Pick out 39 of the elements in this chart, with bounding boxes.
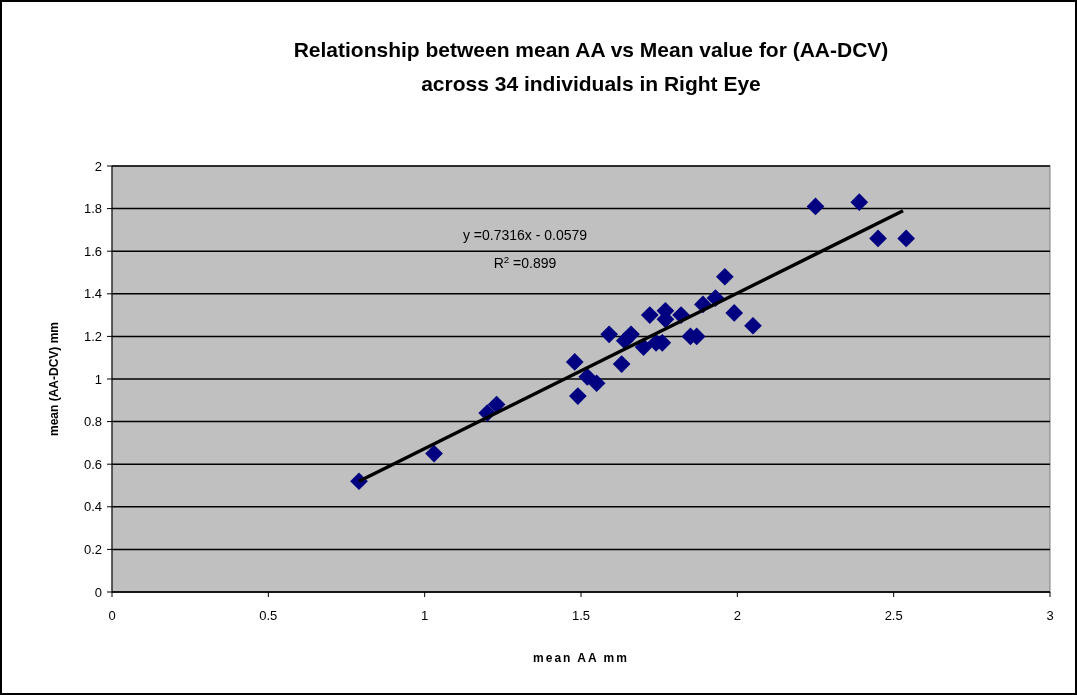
y-tick-label: 2 xyxy=(94,158,102,174)
y-tick-label: 1 xyxy=(94,371,102,387)
y-tick-label: 1.4 xyxy=(83,286,102,302)
point xyxy=(897,229,916,248)
y-tick-label: 0.4 xyxy=(83,499,102,515)
x-tick-label: 3 xyxy=(1046,608,1054,623)
y-tick-label: 1.8 xyxy=(83,201,102,217)
y-tick-label: 0.2 xyxy=(83,541,102,557)
x-axis-title: mean AA mm xyxy=(533,651,629,665)
point xyxy=(565,353,584,371)
point xyxy=(612,355,631,373)
point xyxy=(869,229,887,248)
x-tick-label: 1.5 xyxy=(571,608,591,623)
point xyxy=(640,306,659,324)
point xyxy=(600,325,618,344)
y-tick-label: 0 xyxy=(94,584,102,600)
point xyxy=(715,267,734,286)
point xyxy=(578,368,597,386)
point xyxy=(850,193,869,212)
point xyxy=(744,316,762,335)
point xyxy=(622,325,640,344)
y-axis-title: mean (AA-DCV) mm xyxy=(47,321,61,437)
x-tick-label: 1 xyxy=(421,608,429,623)
point xyxy=(725,304,744,322)
point xyxy=(806,197,825,216)
x-tick-label: 0.5 xyxy=(259,608,278,623)
point xyxy=(425,444,443,463)
chart-title: Relationship between mean AA vs Mean value for (AA-DCV) across 34 individuals in Right Eye xyxy=(293,38,889,95)
y-tick-label: 0.6 xyxy=(83,456,102,472)
annotation: R$^{2}$ =0.899 xyxy=(493,253,557,271)
x-tick-label: 2 xyxy=(733,608,741,623)
x-tick-label: 0 xyxy=(108,608,116,623)
y-tick-label: 0.8 xyxy=(83,414,102,430)
point xyxy=(587,374,606,393)
annotation: y =0.7316x - 0.0579 xyxy=(462,227,588,243)
x-tick-label: 2.5 xyxy=(884,608,903,623)
point xyxy=(569,387,587,405)
y-tick-label: 1.6 xyxy=(83,243,102,259)
y-tick-label: 1.2 xyxy=(83,328,102,344)
